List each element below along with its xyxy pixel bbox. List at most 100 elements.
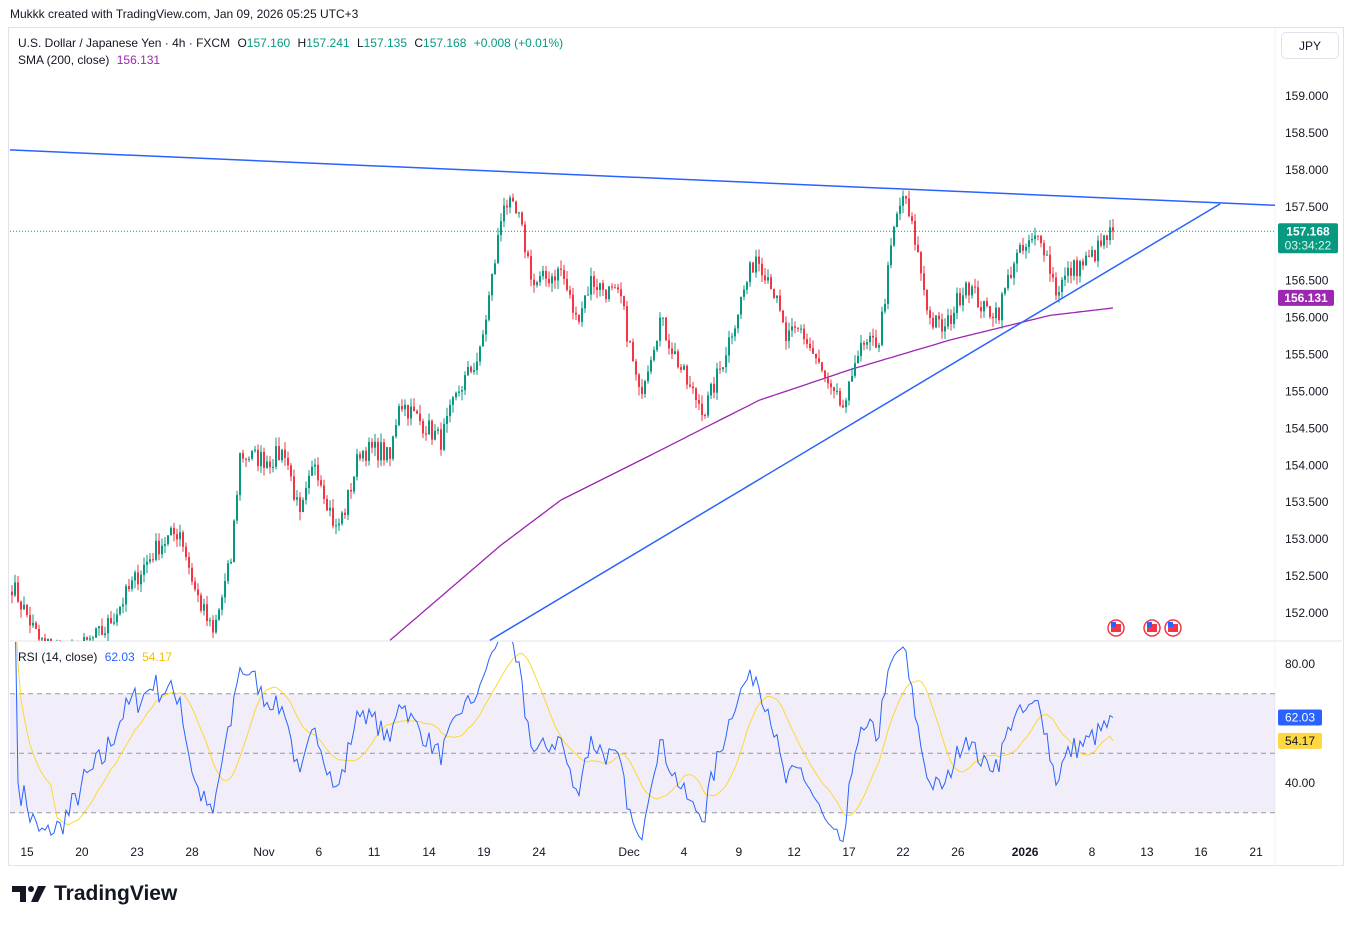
candle (194, 577, 196, 592)
candle-body (1073, 260, 1075, 276)
candle-body (1055, 277, 1057, 296)
flag-stripes (1111, 624, 1121, 632)
candle-body (1106, 235, 1108, 241)
candle (860, 334, 862, 362)
currency-button[interactable]: JPY (1281, 32, 1339, 59)
candle-body (200, 595, 202, 611)
candle (545, 266, 547, 287)
candle (422, 418, 424, 439)
candle (224, 573, 226, 604)
candle (116, 608, 118, 627)
candle-body (110, 618, 112, 624)
candle-body (764, 275, 766, 281)
candle (983, 300, 985, 318)
candle-body (611, 286, 613, 288)
candle (173, 522, 175, 542)
sma-label[interactable]: SMA (200, close) (18, 53, 110, 67)
candle-body (824, 370, 826, 379)
candle-body (158, 540, 160, 555)
candle-body (542, 270, 544, 277)
candle (278, 437, 280, 461)
candle-body (875, 337, 877, 348)
candle (626, 301, 628, 348)
candle (374, 433, 376, 457)
candle-body (275, 446, 277, 467)
candle-body (395, 425, 397, 437)
candle-body (467, 366, 469, 376)
rsi-label[interactable]: RSI (14, close) (18, 650, 98, 664)
candle-body (620, 289, 622, 297)
candle-body (1094, 250, 1096, 261)
candle-body (881, 311, 883, 346)
candle (482, 329, 484, 347)
candle-body (236, 495, 238, 521)
candle (608, 285, 610, 302)
candle-body (566, 278, 568, 290)
candle (1013, 261, 1015, 286)
candle-body (956, 293, 958, 313)
candle-body (590, 276, 592, 295)
candle (308, 470, 310, 495)
candle-body (959, 293, 961, 306)
candle (959, 287, 961, 307)
candle-body (92, 637, 94, 639)
candle-body (992, 316, 994, 319)
time-tick-label: 14 (422, 845, 436, 859)
candle-body (908, 198, 910, 217)
close-label: C (414, 36, 424, 50)
candle (47, 638, 49, 641)
candle-body (1070, 267, 1072, 276)
candle (950, 309, 952, 331)
candle (1016, 249, 1018, 273)
open-value: 157.160 (246, 36, 291, 50)
candle (1076, 256, 1078, 285)
candle-body (758, 256, 760, 264)
candle (32, 614, 34, 628)
candle (800, 324, 802, 334)
candle (854, 355, 856, 379)
candle-body (929, 310, 931, 318)
candle (890, 238, 892, 269)
candle (797, 327, 799, 332)
candle-body (281, 449, 283, 461)
candle-body (23, 604, 25, 610)
candle-body (197, 589, 199, 596)
candle-body (1076, 260, 1078, 277)
candle-body (848, 381, 850, 401)
last-price-label: 157.168 (1286, 224, 1330, 238)
candle-body (401, 406, 403, 410)
candle-body (26, 604, 28, 616)
candle-body (488, 295, 490, 320)
time-tick-label: 22 (896, 845, 910, 859)
candle (662, 317, 664, 326)
candle-body (965, 282, 967, 296)
tradingview-logo[interactable]: TradingView (12, 882, 177, 906)
candle (635, 358, 637, 381)
candle (1022, 237, 1024, 255)
candle-body (1112, 227, 1114, 232)
candle (95, 627, 97, 638)
candle-body (719, 368, 721, 370)
rsi-line (15, 642, 1114, 843)
candle (869, 332, 871, 351)
candle-body (614, 287, 616, 289)
candle (449, 399, 451, 423)
candle-body (269, 461, 271, 468)
symbol-title[interactable]: U.S. Dollar / Japanese Yen · 4h · FXCM (18, 36, 231, 50)
candle (791, 317, 793, 338)
candle (128, 578, 130, 592)
candle-body (140, 574, 142, 585)
candle (446, 407, 448, 433)
high-value: 157.241 (306, 36, 350, 50)
candle (989, 305, 991, 319)
candle (614, 283, 616, 289)
candle-body (605, 289, 607, 300)
candle-body (296, 497, 298, 500)
candle-body (689, 384, 691, 387)
price-pane (10, 149, 1275, 641)
candle (803, 324, 805, 345)
candle (599, 282, 601, 297)
candle (413, 398, 415, 412)
candle (14, 574, 16, 597)
